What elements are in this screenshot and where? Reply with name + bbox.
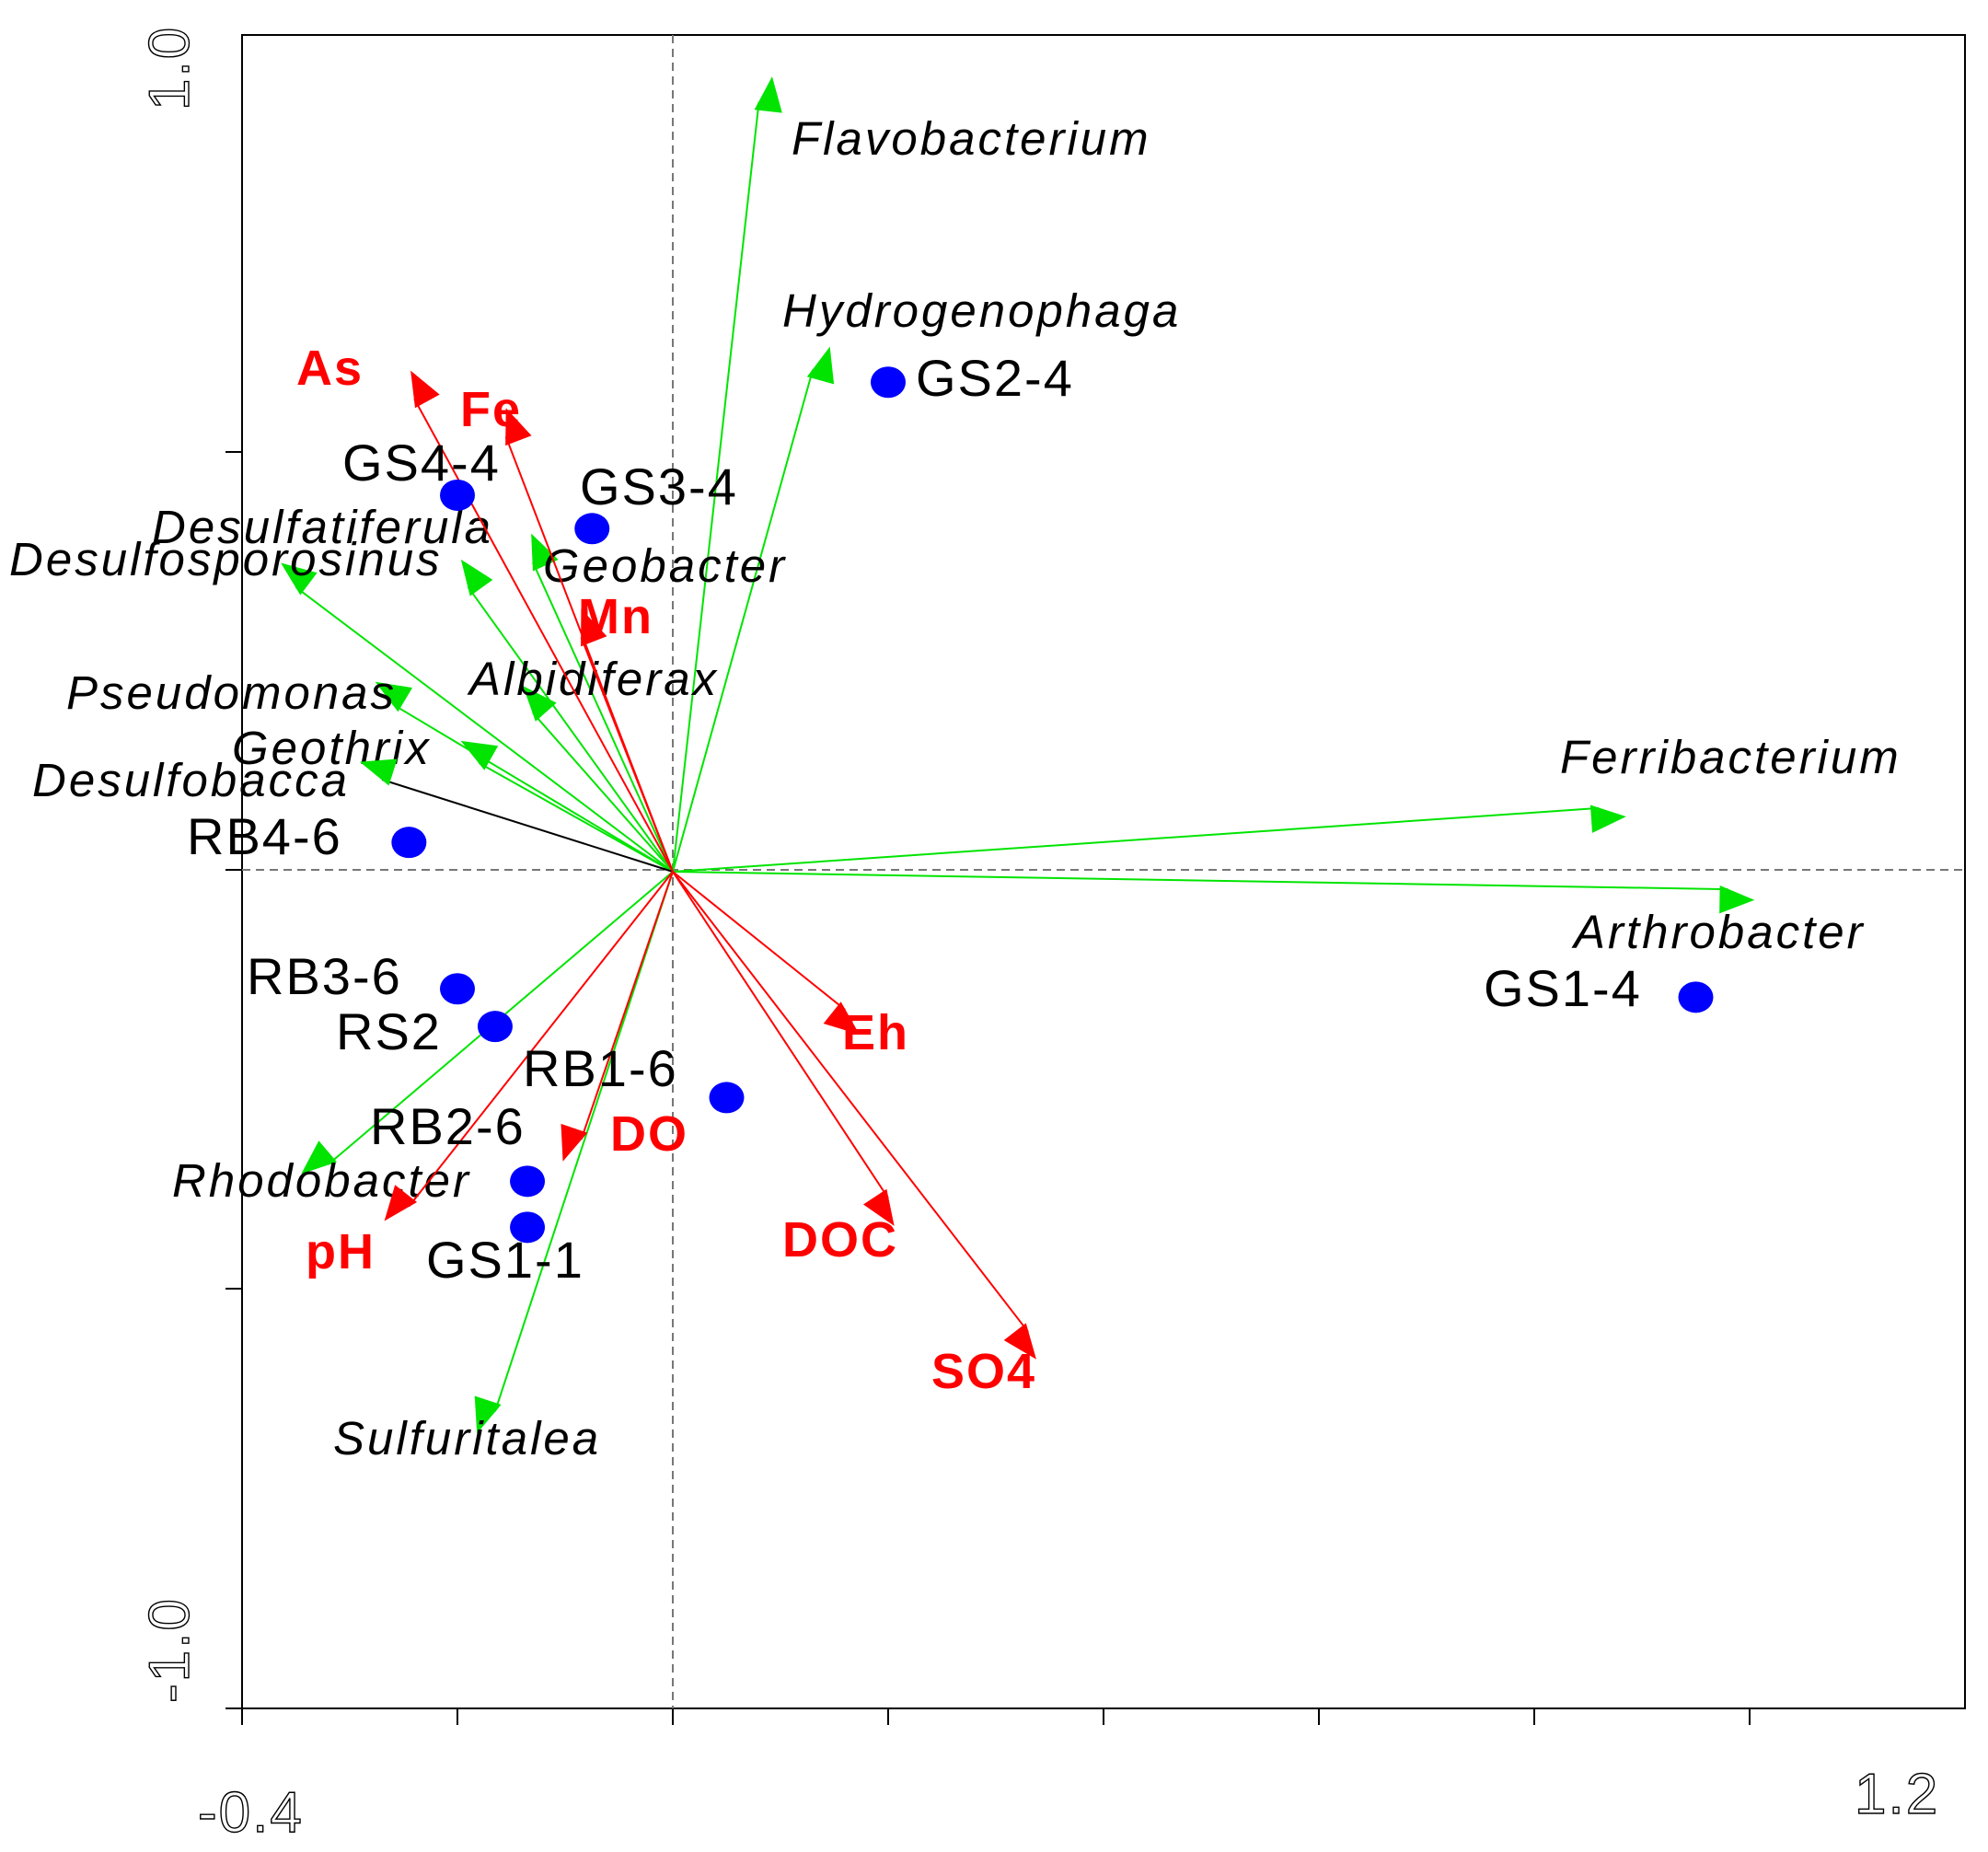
env-arrow-so4 bbox=[672, 871, 1036, 1360]
species-arrow-desulfobacca bbox=[359, 758, 674, 873]
species-label-desulfosporosinus: Desulfosporosinus bbox=[9, 533, 443, 585]
y-tick-label-min: -1.0 bbox=[138, 1597, 202, 1703]
species-label-ferribacterium: Ferribacterium bbox=[1560, 731, 1901, 783]
env-arrow-ph bbox=[384, 871, 674, 1221]
env-arrow-doc bbox=[672, 871, 895, 1226]
site-label-rb1-6: RB1-6 bbox=[523, 1039, 678, 1097]
x-tick-label-max: 1.2 bbox=[1855, 1763, 1939, 1826]
species-label-desulfobacca: Desulfobacca bbox=[32, 754, 350, 806]
site-label-gs1-1: GS1-1 bbox=[426, 1231, 584, 1289]
species-arrow-hydrogenophaga bbox=[672, 346, 835, 873]
env-label-as: As bbox=[296, 341, 364, 396]
site-point-rb1-6 bbox=[709, 1082, 745, 1114]
env-arrow-mn bbox=[580, 608, 674, 873]
species-label-flavobacterium: Flavobacterium bbox=[792, 112, 1151, 165]
env-label-eh: Eh bbox=[842, 1005, 909, 1060]
species-label-pseudomonas: Pseudomonas bbox=[66, 666, 397, 719]
env-label-fe: Fe bbox=[460, 382, 522, 437]
site-point-rs2 bbox=[477, 1011, 513, 1043]
species-arrow-geobacter bbox=[531, 533, 674, 873]
env-arrow-eh bbox=[672, 871, 860, 1035]
species-arrow-pseudomonas bbox=[375, 681, 674, 873]
x-tick-label-min: -0.4 bbox=[198, 1781, 304, 1845]
site-point-rb3-6 bbox=[440, 973, 475, 1005]
species-label-rhodobacter: Rhodobacter bbox=[172, 1154, 471, 1207]
environmental-arrows: As Fe Mn Eh DO DOC SO4 pH bbox=[296, 341, 1036, 1399]
species-label-geobacter: Geobacter bbox=[543, 539, 787, 592]
env-arrow-as bbox=[410, 370, 674, 873]
species-label-sulfuritalea: Sulfuritalea bbox=[333, 1412, 601, 1464]
env-label-do: DO bbox=[610, 1106, 688, 1162]
site-label-gs3-4: GS3-4 bbox=[580, 457, 738, 515]
site-label-gs1-4: GS1-4 bbox=[1484, 959, 1642, 1017]
site-point-gs2-4 bbox=[871, 366, 906, 399]
site-point-gs1-1 bbox=[510, 1211, 546, 1244]
site-label-rb2-6: RB2-6 bbox=[370, 1097, 526, 1155]
species-arrow-desulfosporosinus bbox=[281, 562, 674, 873]
x-axis-ticks bbox=[241, 1708, 1751, 1725]
species-label-hydrogenophaga: Hydrogenophaga bbox=[782, 284, 1181, 337]
site-point-rb2-6 bbox=[510, 1165, 546, 1198]
env-label-doc: DOC bbox=[782, 1212, 898, 1267]
env-label-mn: Mn bbox=[578, 589, 653, 644]
site-label-rb3-6: RB3-6 bbox=[247, 947, 402, 1005]
species-arrow-flavobacterium bbox=[672, 76, 782, 873]
site-point-gs3-4 bbox=[574, 513, 610, 545]
site-label-rs2: RS2 bbox=[336, 1002, 442, 1060]
site-point-gs1-4 bbox=[1678, 981, 1714, 1013]
env-arrow-do bbox=[561, 871, 674, 1162]
y-axis-ticks bbox=[225, 451, 242, 1709]
species-arrow-ferribacterium bbox=[672, 804, 1626, 873]
site-label-rb4-6: RB4-6 bbox=[187, 807, 342, 865]
y-tick-label-max: 1.0 bbox=[138, 26, 202, 110]
species-arrow-desulfatiferula bbox=[460, 559, 674, 873]
species-label-albidiferax: Albidiferax bbox=[467, 653, 719, 705]
species-arrows: Flavobacterium Hydrogenophaga Desulfatifer… bbox=[9, 76, 1901, 1464]
site-label-gs2-4: GS2-4 bbox=[916, 349, 1074, 407]
species-arrow-albidiferax bbox=[523, 686, 674, 873]
species-arrow-geothrix bbox=[460, 740, 674, 873]
species-label-arthrobacter: Arthrobacter bbox=[1571, 906, 1866, 958]
site-point-gs4-4 bbox=[440, 479, 475, 511]
species-label-desulfatiferula: Desulfatiferula bbox=[152, 501, 493, 553]
site-label-gs4-4: GS4-4 bbox=[342, 434, 501, 492]
env-label-so4: SO4 bbox=[931, 1344, 1036, 1399]
species-arrow-arthrobacter bbox=[672, 871, 1755, 914]
env-label-ph: pH bbox=[306, 1224, 376, 1279]
site-point-rb4-6 bbox=[391, 827, 427, 859]
